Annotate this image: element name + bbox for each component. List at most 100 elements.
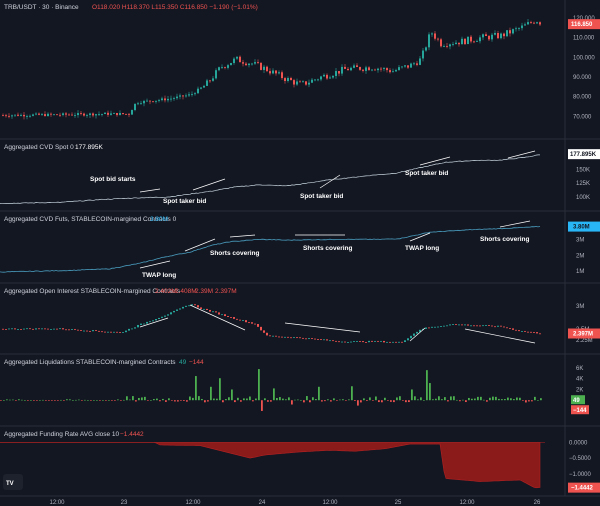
candle-body: [152, 101, 154, 103]
oi-candle: [482, 325, 484, 327]
ohlc-readout: O118.020 H118.370 L115.350 C116.850 −1.1…: [92, 4, 258, 11]
oi-candle: [347, 342, 349, 343]
oi-candle: [437, 326, 439, 328]
open-interest-pane[interactable]: Aggregated Open Interest STABLECOIN-marg…: [2, 288, 600, 344]
candle-body: [167, 98, 169, 101]
time-axis[interactable]: 12:00 23 12:00 24 12:00 25 12:00 26: [0, 495, 600, 506]
liquidation-bar: [321, 400, 323, 402]
candle-body: [458, 42, 460, 45]
oi-candle: [494, 326, 496, 328]
candle-body: [428, 34, 430, 48]
cvd-spot-line: [0, 154, 540, 205]
liquidation-bar: [516, 397, 518, 401]
candle-body: [248, 63, 250, 66]
liquidation-bar: [402, 400, 404, 401]
oi-candle: [77, 329, 79, 331]
candle-body: [158, 100, 160, 101]
liquidation-bar: [360, 400, 362, 403]
annotation-shorts-covering: Shorts covering: [303, 245, 353, 252]
liquidation-bar: [474, 398, 476, 401]
candle-body: [191, 94, 193, 95]
annotation-arrow: [184, 238, 216, 252]
candle-body: [278, 72, 280, 74]
oi-candle: [56, 328, 58, 330]
liquidation-bar: [261, 400, 263, 411]
oi-candle: [122, 332, 124, 333]
oi-candle: [323, 339, 325, 341]
cvd-spot-pane[interactable]: Aggregated CVD Spot 0 177.895K150K125K100…: [0, 144, 600, 205]
oi-candle: [539, 333, 541, 335]
oi-candle: [350, 341, 352, 343]
oi-candle: [341, 341, 343, 343]
oi-candle: [440, 326, 442, 327]
oi-candle: [353, 341, 355, 342]
oi-candle: [278, 336, 280, 338]
candle-body: [233, 58, 235, 64]
candle-body: [308, 82, 310, 85]
candle-body: [386, 68, 388, 71]
cvd-spot-pane-title: Aggregated CVD Spot 0: [4, 144, 74, 151]
open-interest-tick: 3M: [576, 304, 584, 310]
liquidations-long-badge-value: 49: [573, 398, 580, 404]
oi-candle: [158, 317, 160, 319]
candle-body: [59, 114, 61, 116]
oi-candle: [53, 328, 55, 330]
oi-candle: [80, 330, 82, 331]
liquidations-pane[interactable]: Aggregated Liquidations STABLECOIN-margi…: [0, 359, 589, 415]
candle-body: [353, 65, 355, 68]
liquidation-bar: [45, 400, 47, 401]
candle-body: [224, 67, 226, 68]
liquidation-bar: [435, 398, 437, 401]
oi-candle: [536, 332, 538, 334]
oi-candle: [44, 328, 46, 330]
oi-candle: [137, 324, 139, 328]
liquidation-bar: [243, 398, 245, 401]
candle-body: [110, 113, 112, 115]
candle-body: [407, 65, 409, 68]
candle-body: [485, 34, 487, 36]
oi-candle: [533, 332, 535, 333]
candle-body: [365, 67, 367, 71]
oi-candle: [257, 324, 259, 327]
candle-body: [137, 103, 139, 105]
liquidation-bar: [93, 400, 95, 401]
candle-body: [284, 78, 286, 81]
price-pane[interactable]: TRB/USDT · 30 · Binance O118.020 H118.370…: [2, 4, 600, 120]
candle-body: [149, 100, 151, 102]
liquidation-bar: [240, 400, 242, 402]
liquidation-bar: [120, 400, 122, 401]
oi-candle: [149, 321, 151, 323]
candle-body: [5, 115, 7, 117]
oi-candle: [5, 329, 7, 330]
candle-body: [197, 88, 199, 94]
oi-candle: [254, 323, 256, 325]
oi-candle: [515, 329, 517, 331]
tradingview-logo[interactable]: [3, 474, 23, 490]
oi-candle: [170, 312, 172, 315]
candle-body: [299, 81, 301, 83]
liquidation-bar: [105, 400, 107, 401]
liquidation-bar: [540, 398, 542, 401]
oi-candle: [443, 325, 445, 327]
oi-candle: [314, 338, 316, 340]
liquidation-bar: [366, 400, 368, 401]
liquidation-bar: [27, 400, 29, 401]
liquidation-bar: [96, 400, 98, 401]
liquidation-bar: [387, 400, 389, 401]
open-interest-ohlc: 2.397M: [215, 288, 237, 295]
candle-body: [242, 62, 244, 64]
candle-body: [305, 81, 307, 85]
price-tick-label: 80.000: [573, 95, 592, 101]
candle-body: [404, 65, 406, 67]
oi-candle: [419, 329, 421, 332]
funding-rate-pane[interactable]: 0.0000 −0.5000 −1.0000 Aggregated Funding R…: [0, 431, 600, 493]
liquidation-bar: [63, 400, 65, 401]
liquidation-bar: [453, 396, 455, 401]
oi-candle: [506, 327, 508, 329]
annotation-arrow: [139, 260, 171, 269]
liquidation-bar: [54, 400, 56, 401]
oi-candle: [284, 336, 286, 338]
liquidation-bar: [510, 398, 512, 401]
cvd-futs-pane[interactable]: Aggregated CVD Futs, STABLECOIN-margined…: [0, 216, 600, 279]
